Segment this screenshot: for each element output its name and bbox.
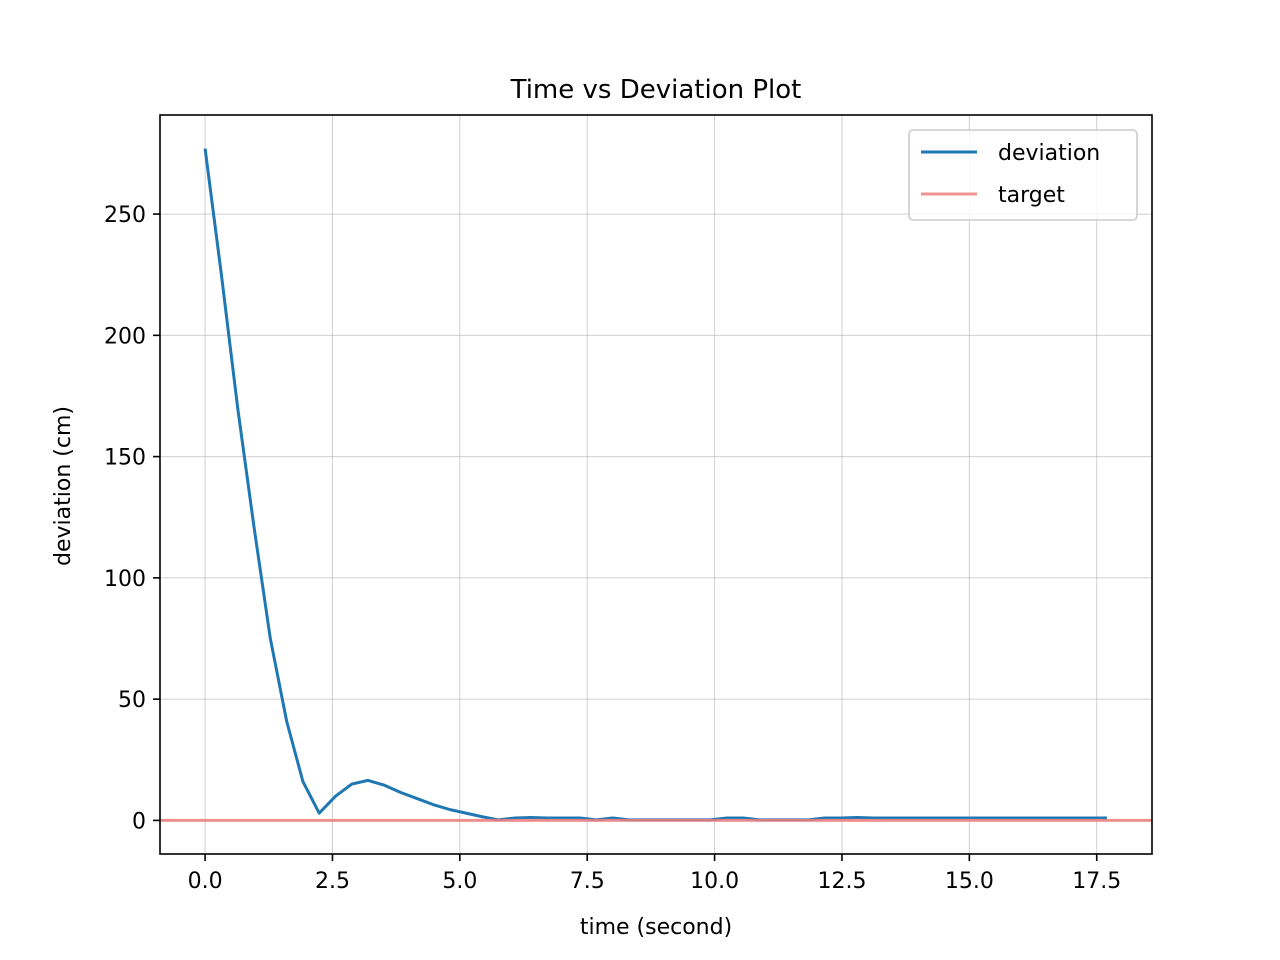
chart-title: Time vs Deviation Plot xyxy=(510,75,802,105)
y-tick-label: 0 xyxy=(132,809,146,834)
y-tick-label: 100 xyxy=(104,567,146,592)
legend-label-target: target xyxy=(998,183,1065,208)
x-axis-label: time (second) xyxy=(580,915,732,940)
x-tick-label: 7.5 xyxy=(570,869,605,894)
y-tick-label: 250 xyxy=(104,203,146,228)
y-tick-label: 50 xyxy=(118,688,146,713)
y-tick-label: 150 xyxy=(104,446,146,471)
x-tick-label: 17.5 xyxy=(1072,869,1121,894)
y-tick-label: 200 xyxy=(104,324,146,349)
x-tick-label: 10.0 xyxy=(690,869,739,894)
series-layer xyxy=(160,148,1152,822)
legend: deviation target xyxy=(908,129,1138,221)
x-tick-label: 5.0 xyxy=(442,869,477,894)
x-tick-label: 12.5 xyxy=(817,869,866,894)
x-tick-label: 2.5 xyxy=(315,869,350,894)
y-axis-label: deviation (cm) xyxy=(51,406,76,566)
x-tick-label: 0.0 xyxy=(188,869,223,894)
ticks: 0.0 2.5 5.0 7.5 10.0 12.5 15.0 17.5 0 50 100 150 200… xyxy=(104,203,1121,894)
legend-label-deviation: deviation xyxy=(998,141,1100,166)
x-tick-label: 15.0 xyxy=(945,869,994,894)
plot-area-frame xyxy=(159,114,1153,855)
